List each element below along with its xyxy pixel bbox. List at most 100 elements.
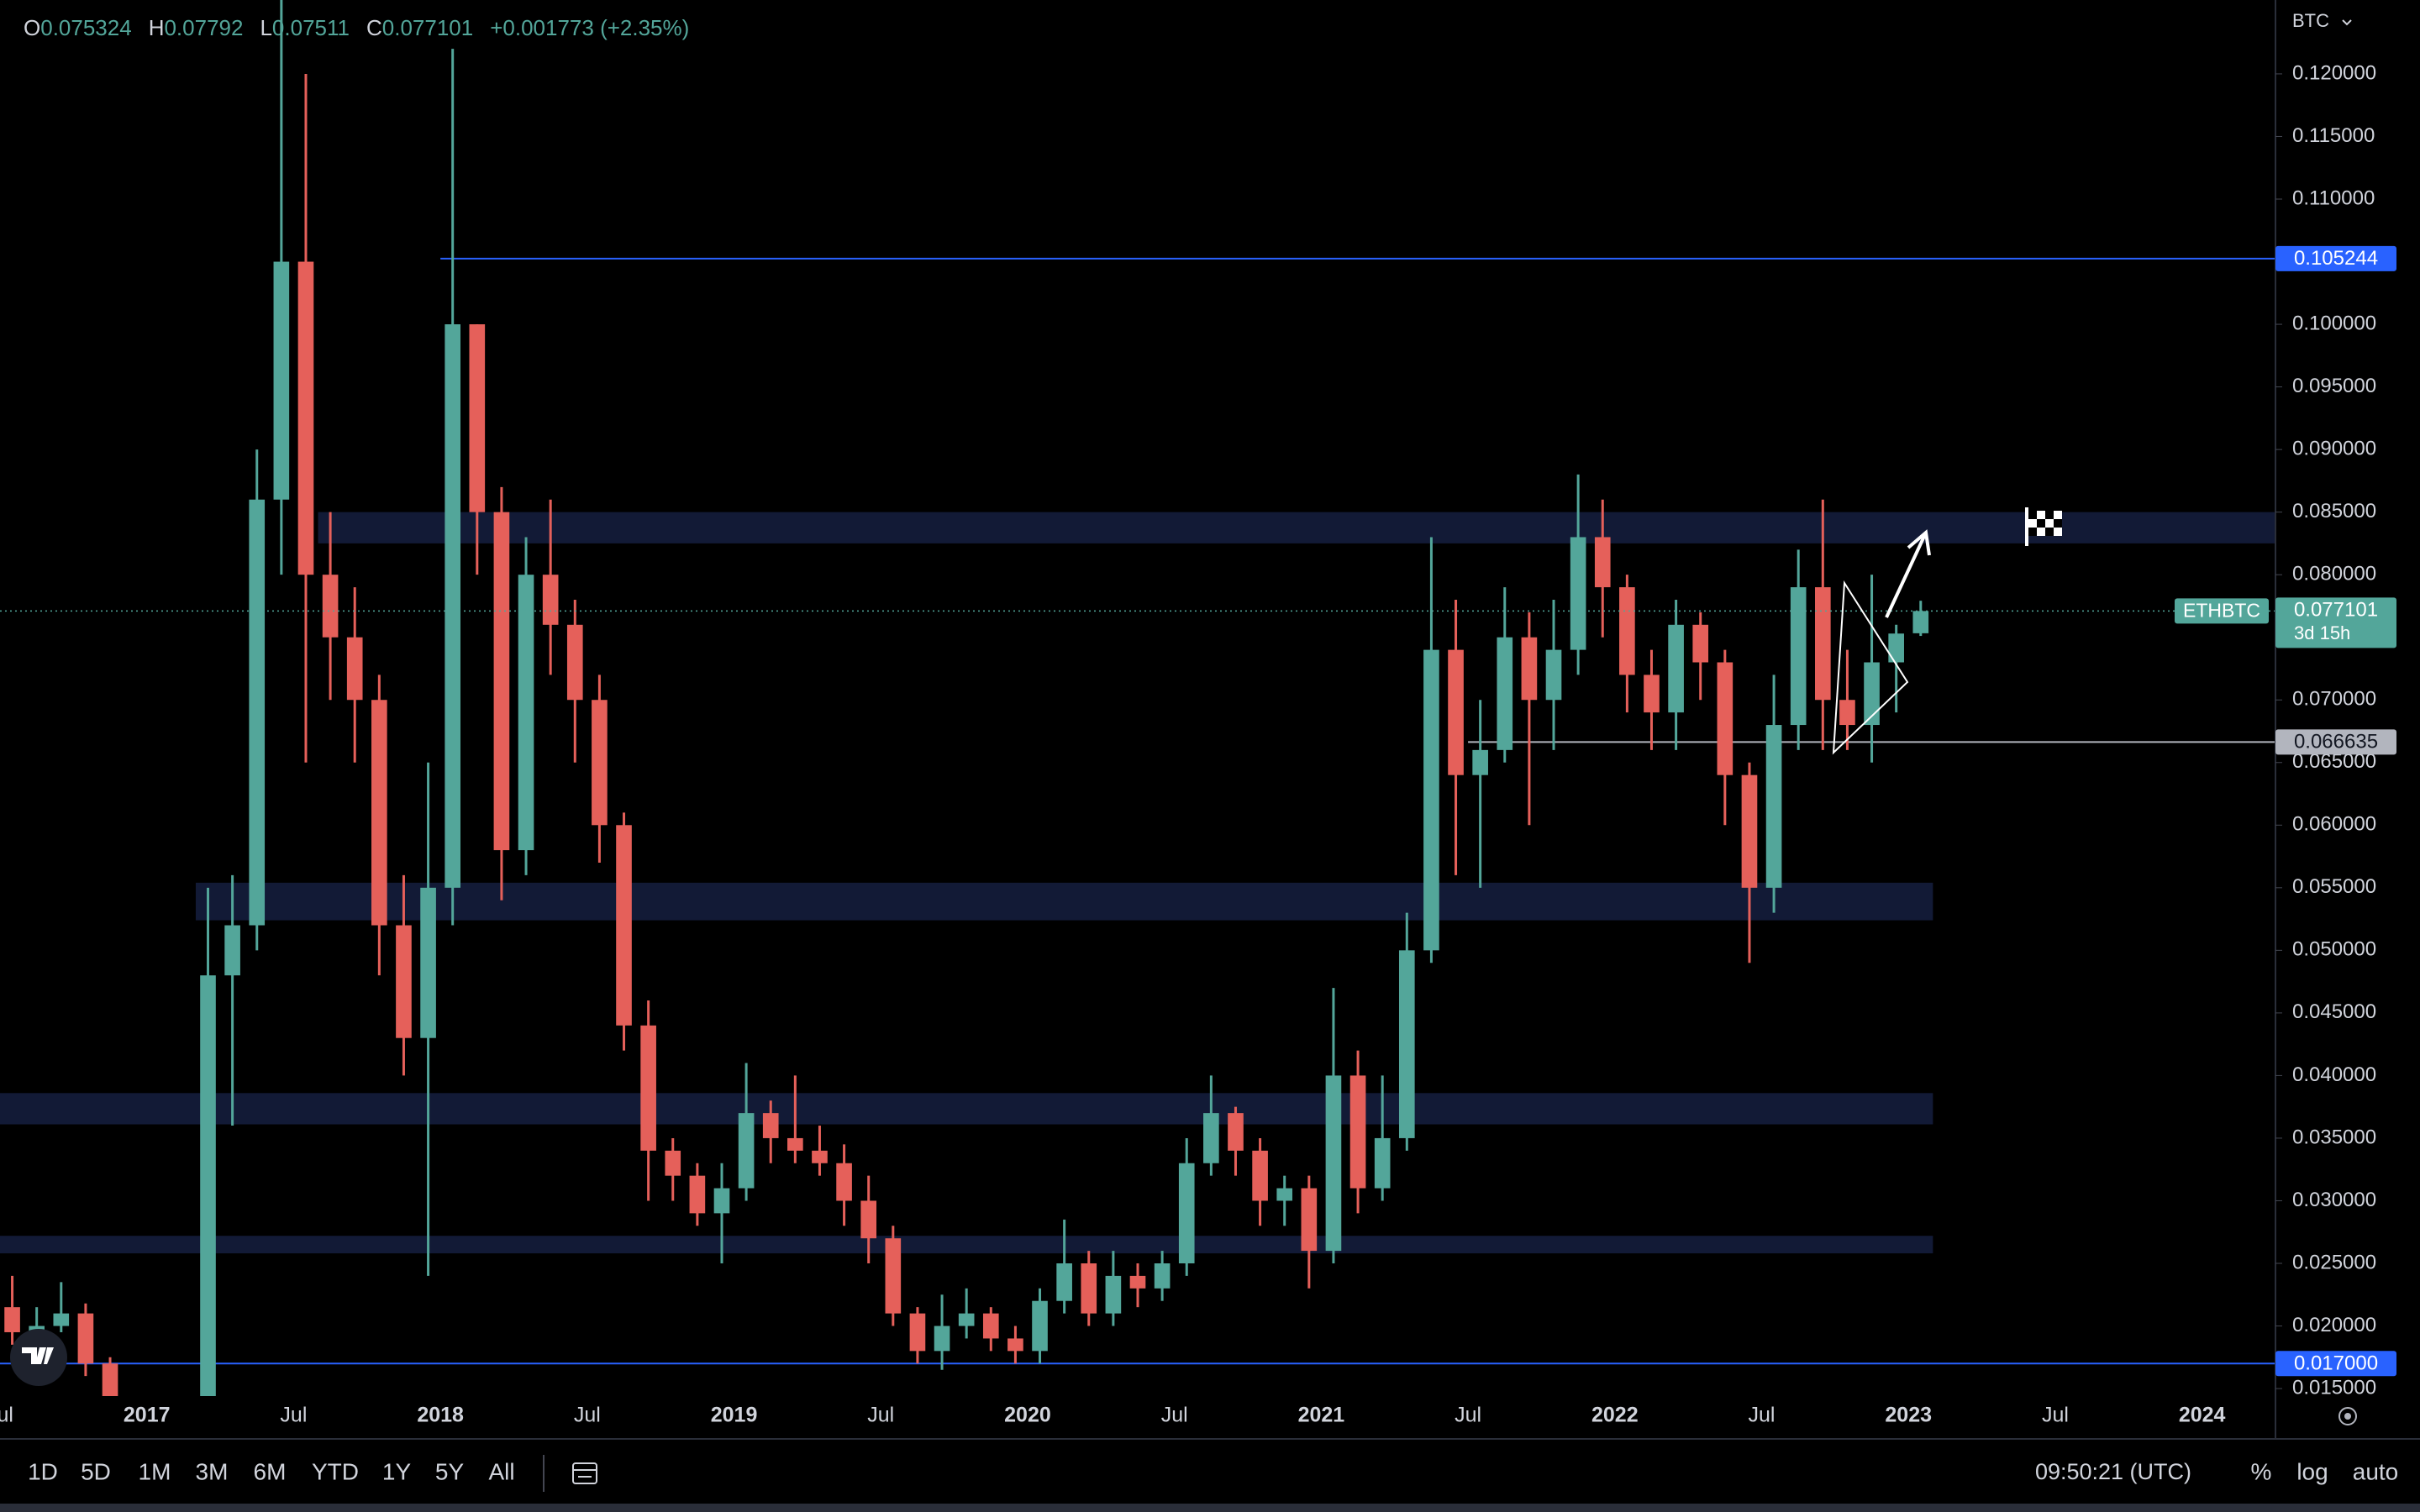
y-tick-label: 0.085000	[2292, 500, 2376, 522]
candle-body	[1472, 749, 1488, 775]
range-button[interactable]: 1M	[139, 1458, 171, 1484]
y-tick-label: 0.090000	[2292, 437, 2376, 459]
candle-body	[1594, 537, 1611, 588]
candle-body	[885, 1238, 902, 1314]
y-tick-label: 0.030000	[2292, 1189, 2376, 1211]
candle-body	[1765, 725, 1782, 888]
zone	[318, 512, 2275, 543]
range-button[interactable]: 1Y	[382, 1458, 412, 1484]
candle-body	[77, 1313, 94, 1364]
range-button[interactable]: 5D	[81, 1458, 111, 1484]
x-tick-label: 2018	[417, 1404, 464, 1427]
candle-body	[616, 825, 632, 1026]
x-tick-label: 2021	[1298, 1404, 1345, 1427]
zone	[0, 1236, 1933, 1254]
candle-body	[1228, 1113, 1244, 1151]
y-tick-label: 0.060000	[2292, 813, 2376, 836]
candle-body	[1081, 1263, 1097, 1314]
candle-body	[1644, 675, 1660, 713]
y-tick-label: 0.120000	[2292, 61, 2376, 84]
x-tick-label: Jul	[1455, 1404, 1481, 1427]
y-tick-label: 0.015000	[2292, 1376, 2376, 1399]
calendar-icon[interactable]	[572, 1462, 597, 1484]
scale-option[interactable]: log	[2296, 1458, 2328, 1484]
x-tick-label: Jul	[1161, 1404, 1188, 1427]
candle-body	[1814, 587, 1831, 701]
y-tick-label: 0.055000	[2292, 875, 2376, 898]
ohlc-label: H	[148, 15, 165, 40]
last-price-label: 0.077101	[2294, 599, 2378, 622]
candle-body	[1178, 1163, 1195, 1263]
candle-body	[1521, 637, 1538, 701]
scale-option[interactable]: auto	[2353, 1458, 2399, 1484]
x-tick-label: Jul	[867, 1404, 894, 1427]
y-tick-label: 0.025000	[2292, 1251, 2376, 1273]
x-tick-label: Jul	[0, 1404, 13, 1427]
zone	[0, 1093, 1933, 1125]
y-tick-label: 0.040000	[2292, 1063, 2376, 1086]
candle-body	[689, 1175, 706, 1214]
candle-body	[1252, 1150, 1268, 1201]
candle-body	[1570, 537, 1586, 650]
symbol-label: ETHBTC	[2183, 599, 2260, 621]
candle-body	[982, 1313, 999, 1339]
ohlc-value: 0.07511	[271, 15, 350, 40]
candle-body	[1692, 624, 1709, 663]
candle-body	[1056, 1263, 1072, 1301]
candle-body	[469, 324, 486, 512]
x-tick-label: 2024	[2179, 1404, 2226, 1427]
x-tick-label: 2020	[1004, 1404, 1051, 1427]
candle-body	[371, 700, 387, 926]
candle-body	[958, 1313, 975, 1326]
candle-body	[322, 575, 339, 638]
x-tick-label: 2022	[1591, 1404, 1639, 1427]
clock[interactable]: 09:50:21 (UTC)	[2035, 1459, 2191, 1484]
candle-body	[1032, 1300, 1048, 1352]
ohlc-label: O	[24, 15, 41, 40]
ohlc-value: 0.07792	[164, 15, 244, 40]
candle-body	[396, 925, 412, 1038]
y-tick-label: 0.070000	[2292, 688, 2376, 711]
candle-body	[346, 637, 363, 701]
y-tick-label: 0.080000	[2292, 563, 2376, 585]
level-badge	[2275, 245, 2396, 271]
settings-icon[interactable]	[2338, 1407, 2357, 1425]
range-button[interactable]: 5Y	[435, 1458, 465, 1484]
ohlc-value: +0.001773 (+2.35%)	[490, 15, 690, 40]
arrow-drawing	[1885, 529, 1931, 618]
x-tick-label: 2019	[711, 1404, 758, 1427]
level-badge	[2275, 1351, 2396, 1377]
candle-body	[1888, 633, 1904, 663]
y-tick-label: 0.110000	[2292, 186, 2375, 209]
level-label: 0.066635	[2294, 731, 2378, 753]
x-tick-label: Jul	[280, 1404, 307, 1427]
ohlc-label: L	[260, 15, 272, 40]
x-tick-label: 2023	[1885, 1404, 1932, 1427]
candle-body	[420, 887, 436, 1038]
range-button[interactable]: YTD	[312, 1458, 359, 1484]
range-button[interactable]: 1D	[28, 1458, 58, 1484]
level-badge	[2275, 729, 2396, 755]
candle-body	[1129, 1275, 1146, 1289]
candle-body	[592, 700, 608, 826]
scale-option[interactable]: %	[2251, 1458, 2272, 1484]
candle-body	[224, 925, 240, 976]
currency-label[interactable]: BTC	[2292, 10, 2329, 31]
candle-body	[812, 1150, 828, 1163]
candle-body	[1203, 1113, 1219, 1163]
candle-body	[1497, 637, 1513, 750]
candle-body	[493, 512, 510, 851]
range-button[interactable]: 3M	[196, 1458, 229, 1484]
candle-body	[1839, 700, 1855, 726]
y-tick-label: 0.020000	[2292, 1314, 2376, 1336]
bottom-strip	[0, 1504, 2420, 1512]
candle-body	[787, 1137, 803, 1151]
candle-body	[640, 1025, 656, 1151]
y-tick-label: 0.115000	[2292, 124, 2375, 147]
ohlc-label: C	[366, 15, 382, 40]
range-button[interactable]: 6M	[254, 1458, 287, 1484]
range-button[interactable]: All	[488, 1458, 514, 1484]
currency-chevron[interactable]	[2342, 19, 2352, 26]
